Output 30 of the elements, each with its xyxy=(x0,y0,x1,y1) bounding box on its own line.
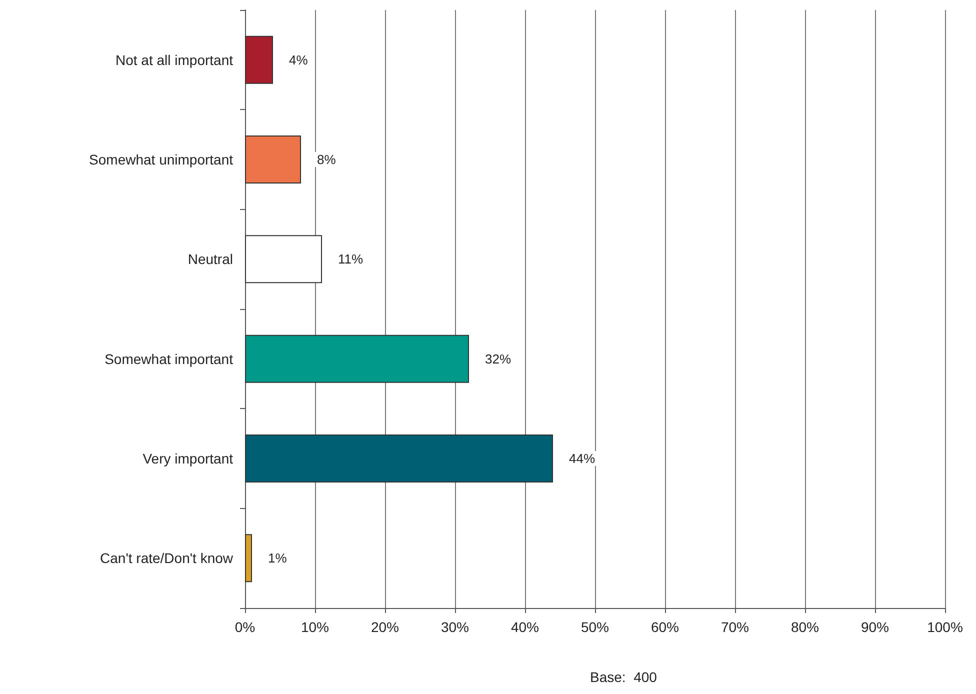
x-tick-label: 30% xyxy=(440,619,470,635)
y-tick-label: Not at all important xyxy=(116,52,234,68)
y-tick-label: Can't rate/Don't know xyxy=(100,550,234,566)
x-tick-label: 100% xyxy=(927,619,963,635)
x-tick-label: 40% xyxy=(510,619,540,635)
y-tick-label: Very important xyxy=(142,450,234,466)
data-label: 44% xyxy=(569,451,596,466)
y-tick-label: Neutral xyxy=(188,251,233,268)
x-tick-label: 10% xyxy=(300,619,330,635)
x-tick-label: 50% xyxy=(580,619,610,635)
y-tick-label: Somewhat unimportant xyxy=(89,152,234,168)
x-tick-label: 0% xyxy=(234,619,256,635)
x-tick-label: 60% xyxy=(650,619,680,635)
data-label: 8% xyxy=(317,152,336,167)
x-tick-label: 80% xyxy=(790,619,820,635)
x-tick-label: 70% xyxy=(720,619,750,635)
data-label: 4% xyxy=(289,52,308,68)
x-tick-label: 90% xyxy=(860,619,890,635)
data-label: 11% xyxy=(338,252,364,267)
bar xyxy=(245,36,273,84)
bar xyxy=(245,534,252,582)
data-label: 1% xyxy=(268,550,288,566)
text: Base: 400 xyxy=(590,669,658,685)
x-tick-label: 20% xyxy=(370,619,400,635)
data-label: 32% xyxy=(485,351,512,366)
bar xyxy=(245,334,469,383)
bar xyxy=(245,136,301,184)
bar xyxy=(245,235,322,284)
bar xyxy=(245,434,553,482)
y-tick-label: Somewhat important xyxy=(104,350,234,367)
